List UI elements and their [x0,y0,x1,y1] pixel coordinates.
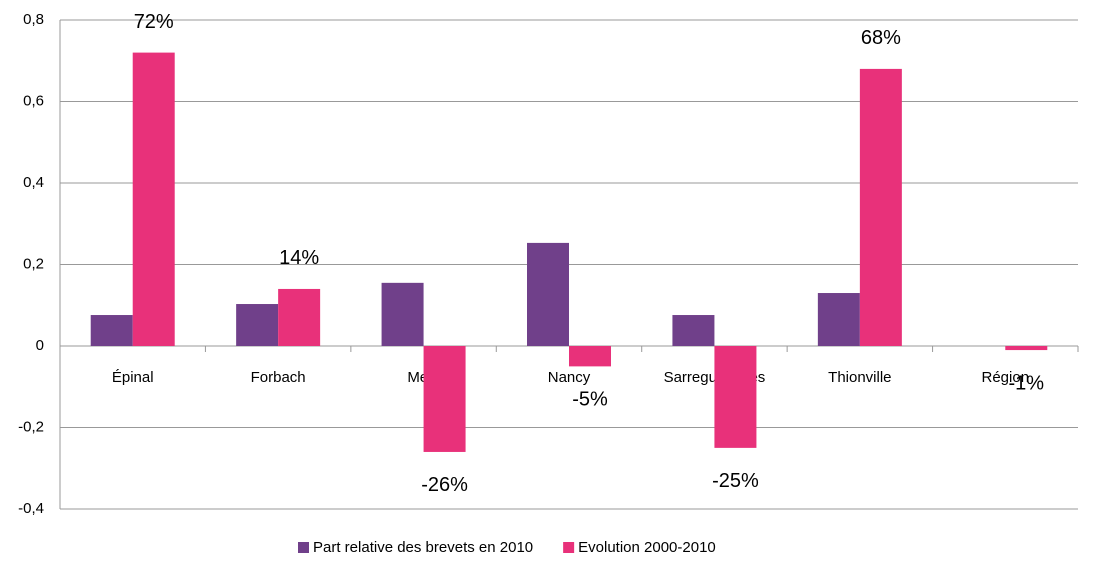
x-tick-label: Nancy [548,369,591,386]
value-label: 68% [861,27,901,49]
value-label: -26% [421,474,468,496]
value-label: -1% [1008,372,1044,394]
y-tick-label: 0,4 [23,174,44,191]
x-tick-label: Thionville [828,369,891,386]
value-label: -5% [572,389,608,411]
y-tick-label: 0 [36,337,44,354]
legend-swatch [563,542,575,553]
y-tick-label: 0,2 [23,255,44,272]
value-label: 72% [134,11,174,33]
x-tick-label: Forbach [251,369,306,386]
y-tick-label: 0,8 [23,11,44,28]
bar [132,52,175,346]
y-tick-label: 0,6 [23,92,44,109]
x-tick-label: Région [982,369,1030,386]
bar [236,304,279,346]
x-tick-label: Épinal [112,369,154,386]
y-tick-label: -0,2 [18,418,44,435]
value-label: -25% [712,470,759,492]
bar [278,288,321,346]
bar [714,346,757,448]
bar [1005,346,1048,351]
bar [90,315,133,346]
bar [672,315,715,346]
bar [423,346,466,452]
legend-swatch [298,542,309,553]
bar [527,242,569,346]
bar [381,282,424,346]
bar [569,346,611,367]
legend-label: Evolution 2000-2010 [578,539,716,556]
bar [817,293,860,346]
legend-label: Part relative des brevets en 2010 [313,539,533,556]
bar [859,68,902,347]
value-label: 14% [279,247,319,269]
y-tick-label: -0,4 [18,500,44,517]
